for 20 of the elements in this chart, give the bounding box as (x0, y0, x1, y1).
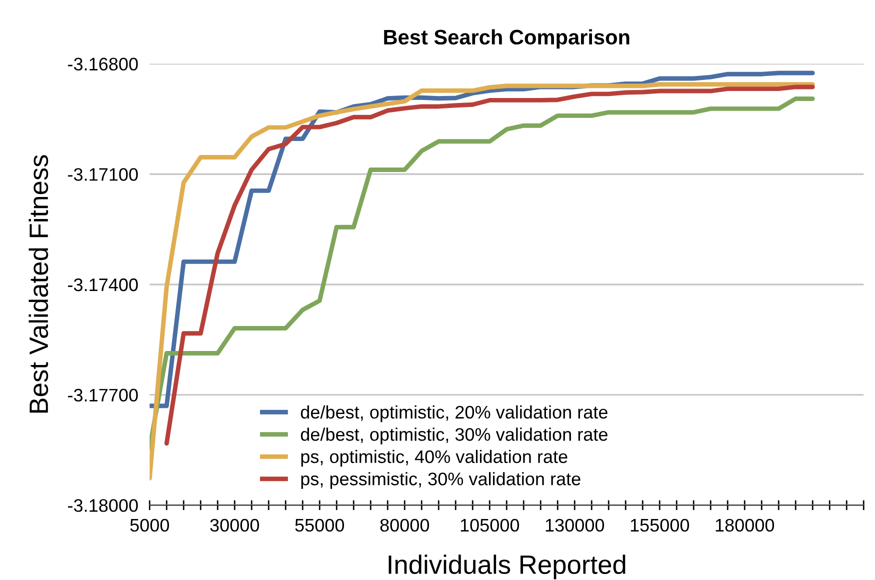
y-axis-title: Best Validated Fitness (28, 155, 48, 413)
x-tick-label: 155000 (630, 518, 690, 532)
legend-label: de/best, optimistic, 30% validation rate (300, 428, 608, 444)
y-tick-label: -3.16800 (68, 58, 138, 71)
x-tick-label: 105000 (460, 518, 520, 532)
x-tick-label: 180000 (716, 518, 774, 532)
y-tick-label: -3.17400 (68, 278, 138, 292)
x-axis-title: Individuals Reported (388, 554, 626, 580)
y-tick-label: -3.17100 (68, 168, 138, 181)
y-tick-label: -3.17700 (68, 388, 138, 402)
x-tick-label: 5000 (130, 518, 170, 532)
x-tick-label: 80000 (380, 518, 430, 532)
x-tick-label: 130000 (546, 518, 604, 532)
y-tick-label: -3.18000 (68, 499, 138, 512)
legend-label: ps, optimistic, 40% validation rate (301, 450, 568, 467)
x-tick-label: 30000 (210, 518, 260, 532)
x-tick-label: 55000 (295, 518, 344, 532)
chart-title: Best Search Comparison (384, 29, 630, 49)
legend-label: de/best, optimistic, 20% validation rate (300, 405, 608, 422)
legend-label: ps, pessimistic, 30% validation rate (301, 472, 580, 489)
